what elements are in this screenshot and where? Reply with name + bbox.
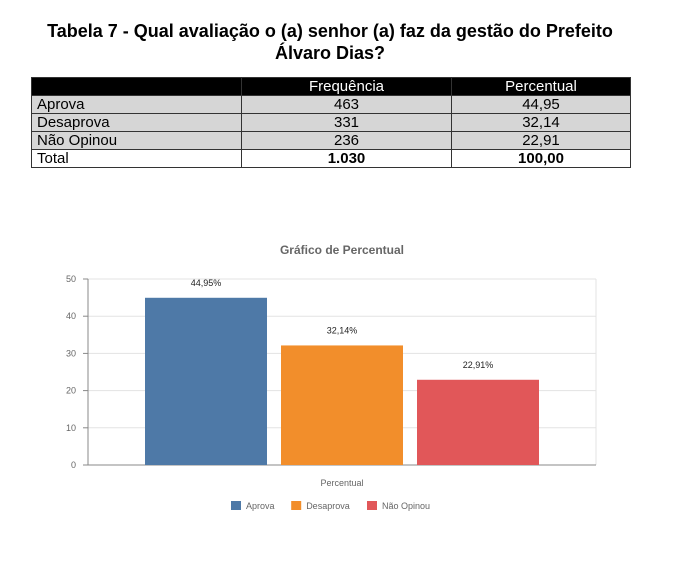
data-label: 22,91% — [463, 360, 494, 370]
x-axis-label: Percentual — [320, 478, 363, 488]
frequency-table: Frequência Percentual Aprova 463 44,95 D… — [31, 77, 631, 168]
row-label: Desaprova — [31, 113, 242, 132]
row-percent: 22,91 — [451, 131, 631, 150]
row-percent: 32,14 — [451, 113, 631, 132]
legend-entry: Desaprova — [306, 501, 350, 511]
table-row-nao-opinou: Não Opinou 236 22,91 — [31, 131, 631, 150]
title-line-1: Tabela 7 - Qual avaliação o (a) senhor (… — [47, 21, 613, 41]
y-tick-label: 40 — [66, 311, 76, 321]
header-percentual: Percentual — [451, 77, 631, 96]
table-row-desaprova: Desaprova 331 32,14 — [31, 113, 631, 132]
table-row-aprova: Aprova 463 44,95 — [31, 95, 631, 114]
bar-desaprova — [281, 345, 403, 465]
title-line-2: Álvaro Dias? — [274, 43, 386, 63]
y-tick-label: 50 — [66, 274, 76, 284]
bar-chart-svg: Gráfico de Percentual 0 10 20 30 40 50 44,95% 32… — [66, 243, 597, 511]
y-tick-label: 10 — [66, 423, 76, 433]
y-tick-label: 0 — [71, 460, 76, 470]
table-header-row: Frequência Percentual — [31, 77, 631, 96]
row-frequency: 463 — [241, 95, 452, 114]
row-label: Não Opinou — [31, 131, 242, 150]
table-row-total: Total 1.030 100,00 — [31, 149, 631, 168]
header-empty — [31, 77, 242, 96]
legend-entry: Aprova — [246, 501, 275, 511]
legend-swatch — [291, 501, 302, 510]
data-label: 32,14% — [327, 325, 358, 335]
bar-n-o-opinou — [417, 379, 539, 465]
bar-aprova — [145, 297, 267, 465]
row-label: Aprova — [31, 95, 242, 114]
total-percent: 100,00 — [451, 149, 631, 168]
y-tick-label: 20 — [66, 386, 76, 396]
legend-swatch — [367, 501, 377, 510]
legend-entry: Não Opinou — [382, 501, 430, 511]
total-label: Total — [31, 149, 242, 168]
data-label: 44,95% — [191, 278, 222, 288]
row-percent: 44,95 — [451, 95, 631, 114]
row-frequency: 236 — [241, 131, 452, 150]
y-tick-label: 30 — [66, 348, 76, 358]
page-title: Tabela 7 - Qual avaliação o (a) senhor (… — [20, 20, 640, 64]
legend-swatch — [231, 501, 241, 510]
row-frequency: 331 — [241, 113, 452, 132]
total-frequency: 1.030 — [241, 149, 452, 168]
header-frequencia: Frequência — [241, 77, 452, 96]
chart-title: Gráfico de Percentual — [280, 243, 404, 257]
percent-chart: Gráfico de Percentual 0 10 20 30 40 50 44,95% 32… — [40, 232, 620, 532]
